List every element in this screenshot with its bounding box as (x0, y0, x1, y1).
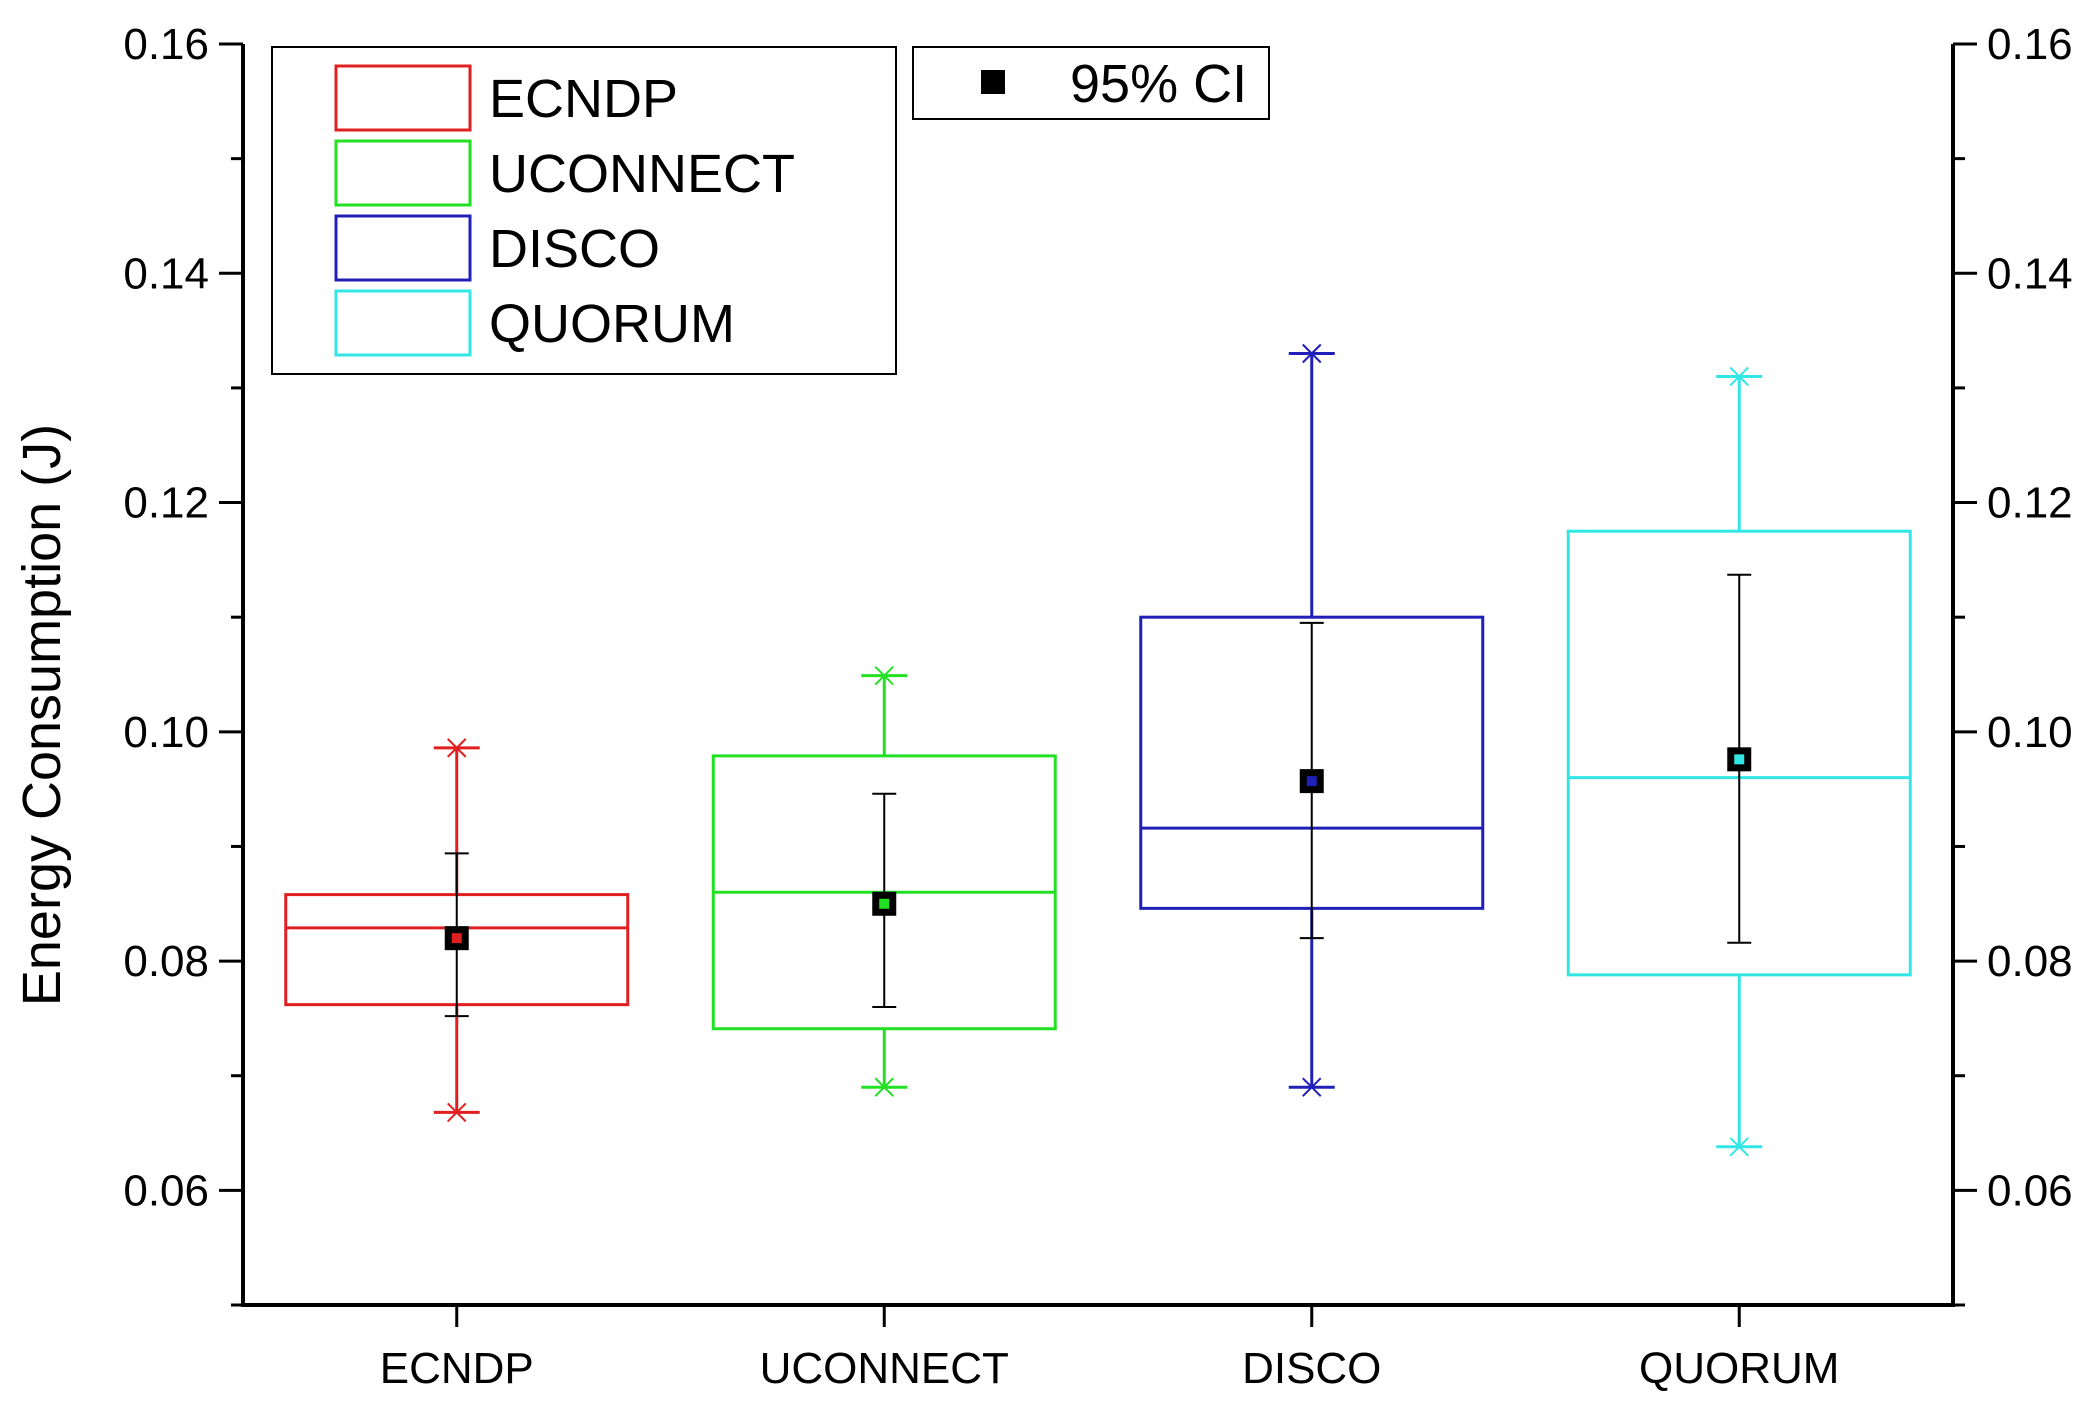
mean-marker-center (1734, 754, 1745, 765)
legend-label: UCONNECT (489, 144, 795, 204)
y-tick-label-left: 0.14 (123, 249, 209, 298)
whisker-end-marker (447, 1102, 467, 1123)
iqr-box (1566, 529, 1912, 977)
box-series (284, 343, 1912, 1157)
whisker-end-marker (1729, 366, 1749, 387)
y-tick-label-right: 0.08 (1987, 937, 2073, 986)
whisker-end-marker (1302, 343, 1322, 364)
y-tick-label-left: 0.12 (123, 479, 209, 528)
y-tick-label-right: 0.12 (1987, 479, 2073, 528)
mean-marker-center (451, 933, 462, 944)
legend-label: DISCO (489, 219, 660, 279)
whisker-end-marker (447, 738, 467, 758)
y-tick-label-right: 0.06 (1987, 1166, 2073, 1215)
y-tick-label-right: 0.16 (1987, 20, 2073, 69)
y-tick-label-left: 0.06 (123, 1166, 209, 1215)
legend-label: QUORUM (489, 294, 735, 354)
mean-marker-center (1306, 776, 1317, 787)
legend-swatch (334, 64, 472, 132)
legend-frame (271, 46, 897, 375)
x-tick-label: QUORUM (1639, 1344, 1839, 1393)
whisker-end-marker (1729, 1137, 1749, 1157)
legend-swatch (334, 289, 472, 357)
y-tick-label-right: 0.14 (1987, 249, 2073, 298)
box-ecndp (284, 738, 630, 1123)
x-tick-label: DISCO (1242, 1344, 1381, 1393)
whisker-end-marker (874, 665, 894, 686)
y-axis-title: Energy Consumption (J) (12, 424, 72, 1006)
y-tick-label-left: 0.16 (123, 20, 209, 69)
box-disco (1139, 343, 1485, 1097)
ci-legend-frame (912, 46, 1270, 120)
whisker-end-marker (1302, 1077, 1322, 1097)
box-uconnect (711, 665, 1057, 1097)
y-tick-label-left: 0.08 (123, 937, 209, 986)
axes: 0.06 0.06 0.08 0.08 0.10 0.10 0.12 0.12 0.14 0.14… (123, 20, 2072, 1393)
x-tick-label: ECNDP (380, 1344, 534, 1393)
legend-label: ECNDP (489, 69, 678, 129)
y-tick-label-left: 0.10 (123, 708, 209, 757)
whisker-end-marker (874, 1077, 894, 1097)
mean-marker-center (879, 898, 890, 909)
legend-swatch (334, 214, 472, 282)
ci-legend-marker (981, 70, 1005, 94)
series-legend: ECNDP UCONNECT DISCO QUORUM (271, 46, 897, 375)
legend-swatch (334, 139, 472, 207)
x-tick-label: UCONNECT (760, 1344, 1009, 1393)
box-quorum (1566, 366, 1912, 1157)
ci-legend-label: 95% CI (1070, 54, 1247, 114)
y-tick-label-right: 0.10 (1987, 708, 2073, 757)
ci-legend: 95% CI (912, 46, 1270, 120)
